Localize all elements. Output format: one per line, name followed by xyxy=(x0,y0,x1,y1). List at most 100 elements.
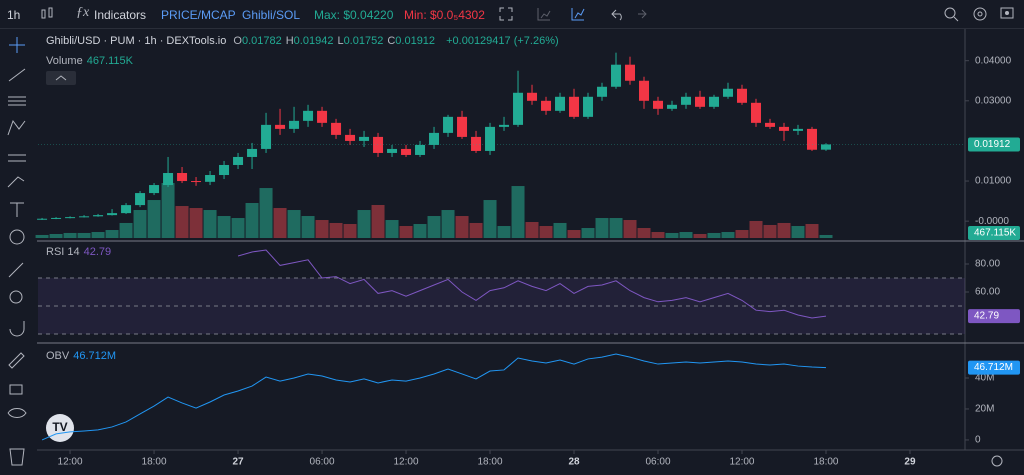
volume-bar xyxy=(385,220,399,238)
volume-bar xyxy=(175,206,189,238)
candle-body xyxy=(681,96,692,105)
rsi-value: 42.79 xyxy=(83,246,112,258)
candle-body xyxy=(261,124,272,149)
interval[interactable]: 1h xyxy=(7,8,21,22)
x-tick-label: 18:00 xyxy=(813,457,838,468)
volume-bar xyxy=(791,226,805,238)
line xyxy=(41,353,827,441)
volume-bar xyxy=(581,228,595,238)
volume-bar xyxy=(693,234,707,238)
volume-bar xyxy=(637,228,651,238)
volume-bar xyxy=(427,216,441,238)
candle-body xyxy=(653,100,664,109)
candle-body xyxy=(750,102,761,123)
volume-bar xyxy=(595,218,609,238)
rsi-title: RSI 14 xyxy=(46,246,80,258)
tv-logo xyxy=(46,414,74,442)
obv-value: 46.712M xyxy=(73,350,117,362)
volume-bar xyxy=(623,220,637,238)
candle-body xyxy=(639,80,650,101)
legend-rsi: RSI 14 42.79 xyxy=(46,246,115,258)
candle-body xyxy=(331,122,342,135)
y-tick-label: 0 xyxy=(975,435,981,446)
pair-toggle[interactable]: Ghibli/SOL xyxy=(242,8,301,22)
candle-body xyxy=(723,88,734,97)
candle-body xyxy=(233,156,244,165)
candle-body xyxy=(471,136,482,151)
max-price: Max: $0.04220 xyxy=(314,8,394,22)
change: +0.00129417 (+7.26%) xyxy=(446,35,559,47)
value-tag: 42.79 xyxy=(974,311,999,322)
candle-body xyxy=(583,96,594,117)
toolbar-icons[interactable] xyxy=(496,4,656,24)
l-value: 0.01752 xyxy=(343,35,384,47)
candle-body xyxy=(555,96,566,111)
volume-bar xyxy=(707,232,721,238)
volume-tag: 467.115K xyxy=(974,228,1016,239)
collapse-icon xyxy=(55,75,67,81)
candle-body xyxy=(163,173,174,186)
volume-bar xyxy=(539,226,553,238)
volume-bar xyxy=(133,210,147,238)
x-tick-label: 12:00 xyxy=(394,457,419,468)
min-price: Min: $0.0₅4302 xyxy=(404,8,485,22)
volume-bar xyxy=(805,224,819,238)
price-mcap-toggle[interactable]: PRICE/MCAP xyxy=(161,8,236,22)
volume-bar xyxy=(231,218,245,238)
x-tick-label: 18:00 xyxy=(478,457,503,468)
value-tag-bg xyxy=(968,309,1020,324)
indicators-button[interactable]: Indicators xyxy=(94,8,147,22)
l-label: L xyxy=(337,35,344,47)
volume-bar xyxy=(511,186,525,238)
candle-body xyxy=(149,185,160,194)
candle-body xyxy=(527,92,538,101)
o-label: O xyxy=(233,35,242,47)
candle-body xyxy=(597,86,608,97)
candle-body xyxy=(135,193,146,206)
volume-bar xyxy=(399,226,413,238)
candle-icon[interactable] xyxy=(40,6,54,22)
volume-bar xyxy=(315,220,329,238)
candle-body xyxy=(65,217,76,219)
left-toolbar[interactable] xyxy=(0,29,37,475)
volume-bar xyxy=(413,224,427,238)
candle-body xyxy=(569,96,580,117)
x-tick-label: 29 xyxy=(904,457,916,468)
candle-body xyxy=(247,148,258,157)
volume-bar xyxy=(763,224,777,238)
top-toolbar: 1h ƒx Indicators PRICE/MCAP Ghibli/SOL M… xyxy=(0,0,1024,29)
candle-body xyxy=(387,148,398,153)
settings-icons[interactable] xyxy=(940,4,1020,24)
volume-bar xyxy=(819,234,833,238)
candle-body xyxy=(107,213,118,216)
candle-body xyxy=(121,205,132,214)
candle-body xyxy=(219,164,230,176)
candle-body xyxy=(289,120,300,129)
candle-body xyxy=(443,116,454,133)
volume-bar xyxy=(455,216,469,238)
volume-bar xyxy=(119,222,133,238)
volume-bar xyxy=(273,208,287,238)
volume-bar xyxy=(525,222,539,238)
x-tick-label: 28 xyxy=(568,457,580,468)
volume-bar xyxy=(497,226,511,238)
volume-bar xyxy=(77,232,91,238)
collapse-button[interactable] xyxy=(46,71,76,85)
y-tick-label: 0.03000 xyxy=(975,95,1012,106)
volume-bar xyxy=(105,230,119,238)
volume-bar xyxy=(217,216,231,238)
settings-icon[interactable] xyxy=(991,455,1003,467)
price-tag-bg xyxy=(968,137,1020,152)
candle-body xyxy=(177,173,188,182)
candle-body xyxy=(667,104,678,109)
y-tick-label: 0.04000 xyxy=(975,55,1012,66)
y-tick-label: 0.01000 xyxy=(975,176,1012,187)
volume-bar xyxy=(203,210,217,238)
candle-body xyxy=(513,92,524,125)
candle-body xyxy=(303,110,314,121)
candle-body xyxy=(625,64,636,81)
volume-bar xyxy=(287,210,301,238)
x-tick-label: 12:00 xyxy=(58,457,83,468)
fx-icon: ƒx xyxy=(76,5,90,20)
legend-main: Ghibli/USD · PUM · 1h · DEXTools.io O0.0… xyxy=(46,35,563,47)
